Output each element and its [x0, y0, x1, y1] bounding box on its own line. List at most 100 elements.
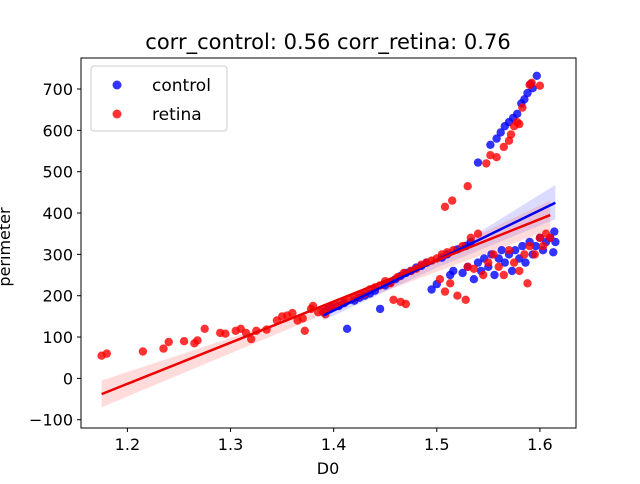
retina-point	[193, 336, 202, 345]
control-point	[531, 241, 540, 251]
retina-point	[164, 337, 173, 347]
retina-point	[159, 344, 168, 353]
x-axis-label: D0	[317, 459, 340, 478]
y-axis-label: perimeter	[0, 207, 14, 287]
control-point	[521, 258, 530, 267]
control-point	[469, 275, 479, 284]
retina-point	[435, 275, 445, 284]
retina-point	[506, 130, 516, 139]
retina-point	[401, 299, 410, 309]
y-tick-label: 600	[42, 121, 73, 140]
retina-legend-label: retina	[152, 105, 202, 125]
retina-point	[440, 202, 450, 211]
x-tick-label: 1.2	[115, 435, 140, 454]
retina-point	[102, 349, 112, 358]
control-point	[549, 248, 558, 257]
y-tick-label: 0	[63, 369, 73, 388]
retina-point	[530, 250, 539, 259]
retina-point	[461, 295, 470, 304]
axes-frame	[80, 57, 577, 429]
y-tick-label: 500	[42, 163, 73, 182]
retina-point	[300, 326, 309, 335]
retina-point	[479, 270, 488, 280]
retina-point	[520, 250, 529, 259]
retina-confidence-band	[101, 200, 551, 408]
y-tick-label: 400	[42, 204, 73, 223]
retina-point	[527, 78, 536, 88]
control-point	[473, 258, 483, 267]
retina-point	[482, 159, 491, 168]
y-tick-label: 200	[42, 287, 73, 306]
retina-point	[535, 81, 545, 90]
retina-point	[298, 314, 307, 323]
retina-point	[469, 264, 479, 273]
retina-point	[538, 241, 548, 251]
retina-point	[138, 347, 148, 356]
control-point	[449, 266, 458, 276]
retina-point	[504, 246, 514, 255]
retina-point	[499, 270, 508, 280]
retina-legend-marker	[112, 109, 122, 119]
control-point	[492, 134, 501, 143]
retina-point	[221, 329, 230, 338]
retina-point	[489, 250, 498, 259]
control-point	[511, 246, 520, 255]
retina-point	[389, 295, 398, 304]
control-point	[490, 270, 499, 280]
control-point	[427, 285, 436, 294]
control-point	[458, 268, 467, 278]
control-point	[486, 140, 495, 149]
retina-point	[247, 334, 256, 344]
retina-point	[523, 279, 532, 288]
retina-point	[499, 142, 508, 152]
retina-point	[466, 233, 475, 242]
x-tick-label: 1.3	[218, 435, 243, 454]
legend: control retina	[90, 65, 228, 132]
control-point	[507, 266, 517, 276]
retina-point	[288, 308, 297, 318]
control-point	[532, 71, 541, 81]
retina-point	[473, 229, 483, 238]
control-point	[520, 95, 529, 104]
retina-point	[179, 337, 189, 346]
y-tick-label: −100	[29, 411, 73, 430]
retina-point	[525, 241, 534, 251]
axes: 1.2 1.3 1.4 1.5 1.6 −100 0 100 200 300 400 500 600 70…	[29, 57, 577, 454]
control-legend-marker	[112, 80, 122, 90]
retina-point	[518, 103, 527, 112]
control-point	[473, 158, 483, 167]
control-point	[500, 258, 509, 267]
retina-point	[546, 233, 555, 242]
retina-point	[509, 258, 519, 267]
retina-fit-line	[101, 213, 551, 396]
y-tick-label: 300	[42, 245, 73, 264]
retina-point	[535, 233, 545, 242]
legend-box	[90, 65, 228, 132]
y-tick-label: 700	[42, 80, 73, 99]
control-point	[518, 241, 527, 251]
plot-area	[97, 71, 560, 408]
retina-point	[494, 262, 503, 271]
chart-title: corr_control: 0.56 corr_retina: 0.76	[145, 30, 510, 55]
x-tick-label: 1.5	[424, 435, 449, 454]
control-point	[342, 324, 352, 333]
control-point	[496, 128, 505, 137]
control-point	[550, 227, 559, 236]
retina-point	[200, 324, 209, 333]
y-tick-label: 100	[42, 328, 73, 347]
retina-point	[440, 287, 450, 296]
control-point	[375, 304, 385, 314]
control-legend-label: control	[152, 76, 211, 96]
x-tick-label: 1.4	[321, 435, 346, 454]
retina-point	[446, 279, 455, 288]
retina-point	[448, 196, 457, 205]
retina-point	[515, 266, 524, 276]
retina-point	[492, 153, 501, 162]
control-point	[497, 246, 506, 255]
retina-point	[484, 258, 493, 267]
retina-point	[515, 119, 524, 129]
control-point	[513, 109, 522, 119]
x-tick-label: 1.6	[527, 435, 552, 454]
